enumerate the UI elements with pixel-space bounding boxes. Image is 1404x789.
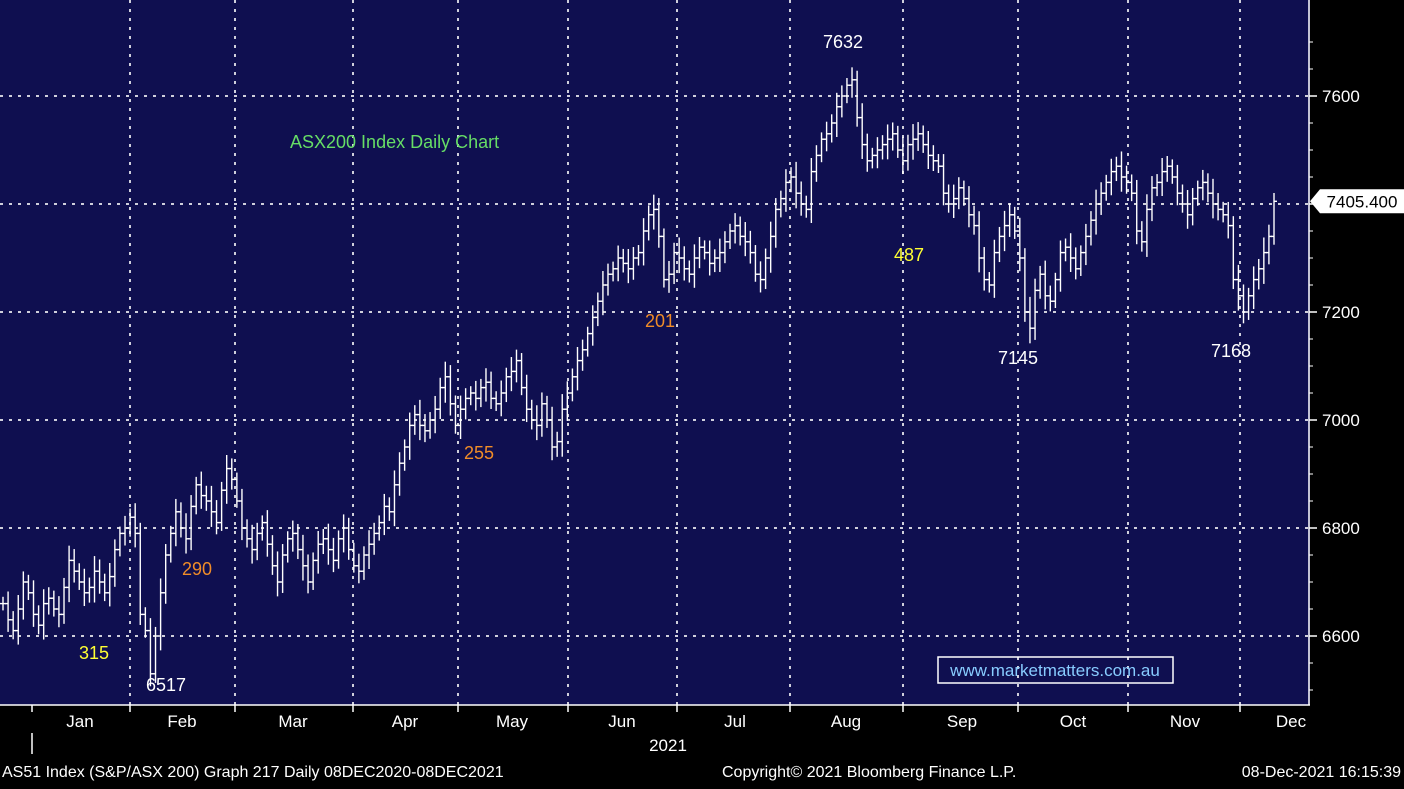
x-tick-label: Apr bbox=[392, 712, 419, 731]
annotation-label: 487 bbox=[894, 245, 924, 265]
x-axis: Jan Feb Mar Apr May Jun Jul Aug Sep Oct Nov Dec bbox=[0, 704, 1310, 754]
annotation-label: 7145 bbox=[998, 348, 1038, 368]
last-price-label: 7405.400 bbox=[1327, 192, 1398, 211]
y-tick-label: 7000 bbox=[1322, 411, 1360, 430]
annotation-label: 7168 bbox=[1211, 341, 1251, 361]
year-label: 2021 bbox=[649, 736, 687, 755]
y-tick-label: 6600 bbox=[1322, 627, 1360, 646]
x-tick-label: Oct bbox=[1060, 712, 1087, 731]
footer-right: 08-Dec-2021 16:15:39 bbox=[1242, 764, 1401, 781]
x-tick-label: Jun bbox=[608, 712, 635, 731]
x-tick-label: Aug bbox=[831, 712, 861, 731]
ohlc-bar bbox=[1271, 192, 1277, 245]
chart-title: ASX200 Index Daily Chart bbox=[290, 132, 499, 152]
last-price-tag bbox=[1310, 189, 1404, 214]
x-tick-label: Sep bbox=[947, 712, 977, 731]
x-axis-panel bbox=[0, 705, 1404, 784]
watermark-box[interactable]: www.marketmatters.com.au bbox=[937, 656, 1174, 684]
y-tick-label: 7600 bbox=[1322, 87, 1360, 106]
ohlc-bars bbox=[0, 67, 1277, 687]
x-tick-label: Jul bbox=[724, 712, 746, 731]
x-tick-label: Dec bbox=[1276, 712, 1307, 731]
x-tick-label: May bbox=[496, 712, 529, 731]
y-tick-label: 7200 bbox=[1322, 303, 1360, 322]
watermark-text[interactable]: www.marketmatters.com.au bbox=[949, 661, 1160, 680]
grid-lines bbox=[0, 0, 1308, 705]
x-tick-label: Nov bbox=[1170, 712, 1201, 731]
annotation-label: 315 bbox=[79, 643, 109, 663]
price-annotations: 7632 487 7145 7168 201 255 290 315 6517 bbox=[79, 32, 1251, 695]
y-axis: 6600680070007200740076007405.400 bbox=[1308, 0, 1404, 705]
y-tick-label: 6800 bbox=[1322, 519, 1360, 538]
annotation-label: 7632 bbox=[823, 32, 863, 52]
x-tick-label: Jan bbox=[66, 712, 93, 731]
annotation-label: 6517 bbox=[146, 675, 186, 695]
plot-background bbox=[0, 0, 1310, 705]
annotation-label: 290 bbox=[182, 559, 212, 579]
annotation-label: 201 bbox=[645, 311, 675, 331]
footer-left: AS51 Index (S&P/ASX 200) Graph 217 Daily… bbox=[2, 764, 504, 781]
x-tick-label: Feb bbox=[167, 712, 196, 731]
annotation-label: 255 bbox=[464, 443, 494, 463]
x-tick-label: Mar bbox=[278, 712, 308, 731]
y-axis-panel bbox=[1310, 0, 1404, 705]
footer-center: Copyright© 2021 Bloomberg Finance L.P. bbox=[722, 764, 1016, 781]
